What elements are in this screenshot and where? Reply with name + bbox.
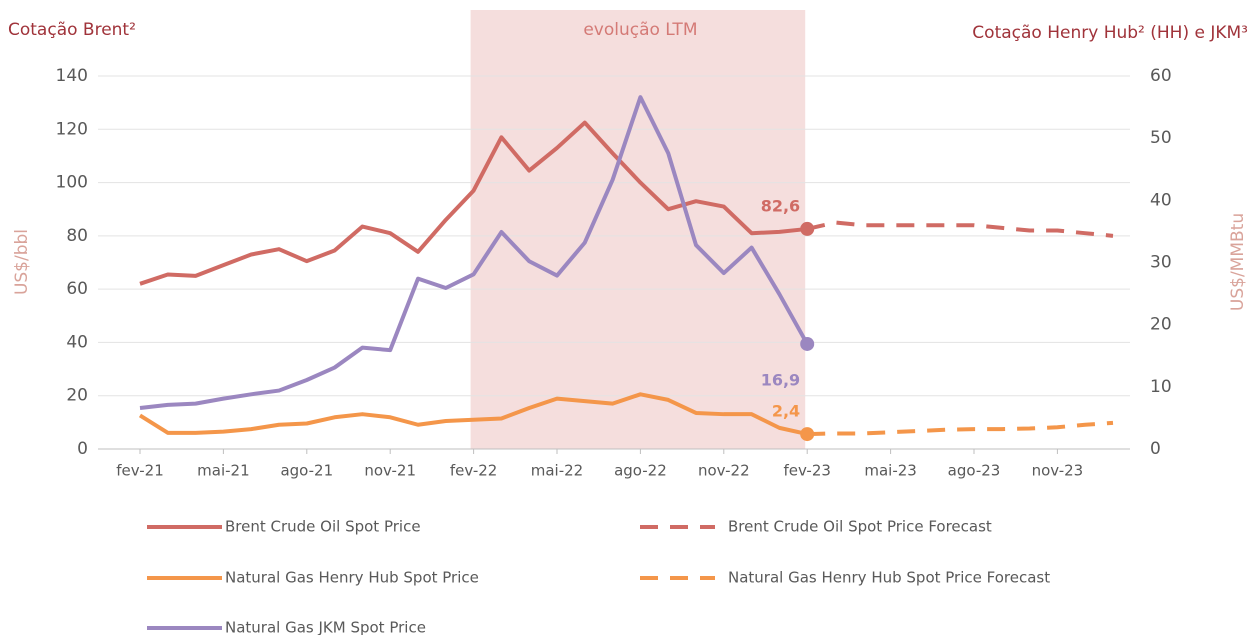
series-line: [139, 95, 809, 410]
y2-tick-label: 50: [1150, 128, 1172, 148]
x-tick-label: fev-21: [116, 462, 163, 480]
x-tick-label: mai-21: [197, 462, 249, 480]
x-tick-label: nov-23: [1032, 462, 1084, 480]
data-label: 16,9: [761, 370, 800, 389]
x-tick-label: mai-22: [531, 462, 583, 480]
y2-axis-label: US$/MMBtu: [1228, 213, 1248, 311]
x-tick-label: ago-22: [614, 462, 667, 480]
legend-label: Natural Gas Henry Hub Spot Price: [225, 569, 479, 587]
series-line: [138, 392, 808, 437]
y2-tick-label: 30: [1150, 253, 1172, 273]
y2-tick-label: 40: [1150, 190, 1172, 210]
chart-title-right: Cotação Henry Hub² (HH) e JKM³: [972, 23, 1248, 43]
y2-tick-label: 0: [1150, 439, 1161, 459]
x-tick-label: fev-22: [450, 462, 497, 480]
x-tick-label: fev-23: [783, 462, 830, 480]
data-label: 2,4: [772, 402, 800, 421]
y2-tick-label: 20: [1150, 315, 1172, 335]
x-tick-label: mai-23: [864, 462, 916, 480]
y-axis-label: US$/bbl: [12, 229, 32, 295]
x-tick-label: ago-23: [948, 462, 1001, 480]
series-line: [806, 220, 1114, 238]
legend-label: Brent Crude Oil Spot Price Forecast: [728, 518, 992, 536]
y-tick-label: 0: [77, 439, 88, 459]
x-tick-label: nov-22: [698, 462, 750, 480]
y-tick-label: 140: [56, 66, 88, 86]
y-tick-label: 80: [66, 226, 88, 246]
y2-tick-label: 60: [1150, 66, 1172, 86]
highlight-label: evolução LTM: [583, 20, 697, 40]
y-tick-label: 100: [56, 173, 88, 193]
series-line: [139, 120, 808, 286]
series-line: [807, 420, 1114, 437]
y-tick-label: 20: [66, 386, 88, 406]
legend-label: Natural Gas JKM Spot Price: [225, 619, 426, 635]
end-point: [800, 336, 815, 351]
y2-tick-label: 10: [1150, 377, 1172, 397]
chart-title: Cotação Brent²: [8, 20, 136, 40]
legend-label: Brent Crude Oil Spot Price: [225, 518, 421, 536]
y-tick-label: 120: [56, 119, 88, 139]
y-tick-label: 40: [66, 332, 88, 352]
x-tick-label: nov-21: [364, 462, 416, 480]
legend-label: Natural Gas Henry Hub Spot Price Forecas…: [728, 569, 1050, 587]
data-label: 82,6: [761, 196, 800, 215]
x-tick-label: ago-21: [280, 462, 333, 480]
y-tick-label: 60: [66, 279, 88, 299]
